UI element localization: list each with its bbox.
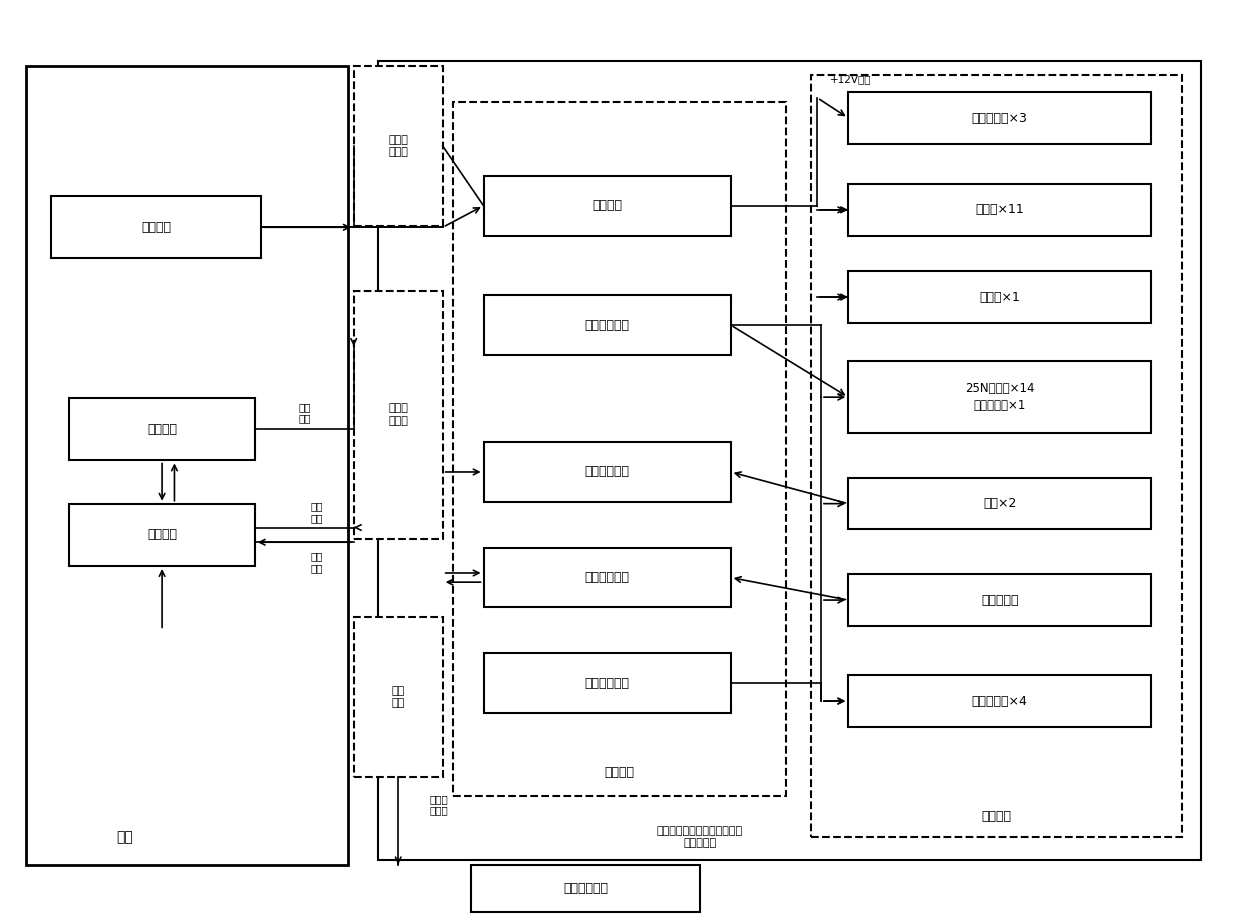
FancyBboxPatch shape	[849, 575, 1151, 625]
Text: 能源模块: 能源模块	[141, 221, 171, 234]
Text: 数据交
互模块: 数据交 互模块	[388, 403, 408, 426]
FancyBboxPatch shape	[849, 184, 1151, 236]
FancyBboxPatch shape	[849, 675, 1151, 727]
Text: 推进模块: 推进模块	[981, 810, 1011, 823]
FancyBboxPatch shape	[849, 272, 1151, 322]
Text: 温度控制模块: 温度控制模块	[585, 677, 629, 690]
FancyBboxPatch shape	[353, 616, 442, 777]
FancyBboxPatch shape	[353, 291, 442, 539]
Text: 白银网×1: 白银网×1	[979, 290, 1020, 304]
Text: 电爆阀×11: 电爆阀×11	[975, 204, 1023, 216]
FancyBboxPatch shape	[483, 176, 731, 236]
FancyBboxPatch shape	[378, 61, 1201, 860]
FancyBboxPatch shape	[26, 65, 347, 865]
FancyBboxPatch shape	[483, 548, 731, 608]
Text: 星表
插头: 星表 插头	[392, 685, 405, 708]
FancyBboxPatch shape	[849, 361, 1151, 433]
Text: 基于混合模式推进的模块化推
进服务系统: 基于混合模式推进的模块化推 进服务系统	[657, 826, 743, 847]
Text: +12V供电: +12V供电	[830, 74, 871, 84]
Text: 星箭分
离信号: 星箭分 离信号	[429, 794, 447, 816]
Text: 遥测
数据: 遥测 数据	[311, 552, 323, 573]
FancyBboxPatch shape	[849, 92, 1151, 144]
Text: 星箭分离开关: 星箭分离开关	[563, 882, 608, 895]
Text: 控制模块: 控制模块	[147, 423, 177, 436]
Text: 温度采集模块: 温度采集模块	[585, 571, 629, 584]
Text: 数管模块: 数管模块	[147, 529, 177, 542]
Text: 卫星: 卫星	[116, 830, 134, 844]
Text: 电源模块: 电源模块	[592, 199, 622, 212]
FancyBboxPatch shape	[471, 865, 700, 913]
FancyBboxPatch shape	[483, 296, 731, 355]
Text: 供电接
口模块: 供电接 口模块	[388, 134, 408, 157]
Text: 遥控
指令: 遥控 指令	[311, 501, 323, 523]
FancyBboxPatch shape	[69, 398, 255, 460]
FancyBboxPatch shape	[849, 478, 1151, 530]
Text: 阀门驱动模块: 阀门驱动模块	[585, 319, 629, 332]
FancyBboxPatch shape	[483, 653, 731, 713]
Text: 25N推力器×14
变轨发动机×1: 25N推力器×14 变轨发动机×1	[965, 382, 1035, 412]
Text: 气瓶×2: 气瓶×2	[983, 497, 1016, 510]
FancyBboxPatch shape	[69, 504, 255, 566]
FancyBboxPatch shape	[51, 196, 261, 259]
FancyBboxPatch shape	[452, 102, 787, 796]
FancyBboxPatch shape	[353, 65, 442, 227]
Text: 驱动单元: 驱动单元	[605, 766, 634, 779]
Text: 压力传感器×3: 压力传感器×3	[971, 111, 1027, 124]
Text: 控制
指令: 控制 指令	[299, 402, 311, 424]
Text: 压力采集模块: 压力采集模块	[585, 465, 629, 479]
FancyBboxPatch shape	[812, 75, 1182, 837]
FancyBboxPatch shape	[483, 442, 731, 502]
Text: 推进剂贮箱×4: 推进剂贮箱×4	[971, 694, 1027, 707]
Text: 推进剂管路: 推进剂管路	[981, 593, 1018, 607]
